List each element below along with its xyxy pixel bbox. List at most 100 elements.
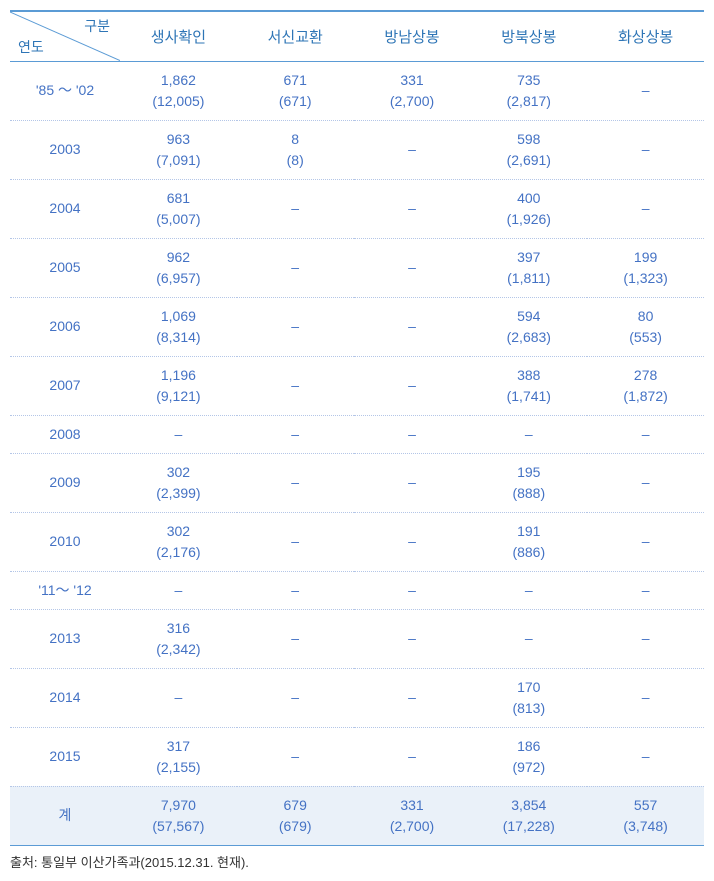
cell-main-value: 302: [124, 462, 233, 483]
table-cell-11-4: –: [587, 668, 704, 727]
header-diagonal: 구분 연도: [10, 11, 120, 61]
cell-dash: –: [642, 200, 650, 216]
table-row: 20061,069(8,314)––594(2,683)80(553): [10, 297, 704, 356]
cell-sub-value: (972): [474, 757, 583, 778]
cell-sub-value: (3,748): [591, 816, 700, 837]
table-cell-2-4: –: [587, 179, 704, 238]
cell-sub-value: (886): [474, 542, 583, 563]
table-cell-9-3: –: [470, 571, 587, 609]
cell-sub-value: (671): [241, 91, 350, 112]
year-cell: 2008: [10, 415, 120, 453]
cell-sub-value: (2,700): [358, 91, 467, 112]
cell-sub-value: (2,700): [358, 816, 467, 837]
table-cell-5-2: –: [354, 356, 471, 415]
table-cell-1-0: 963(7,091): [120, 120, 237, 179]
cell-sub-value: (7,091): [124, 150, 233, 171]
cell-main-value: 331: [358, 795, 467, 816]
cell-dash: –: [291, 426, 299, 442]
cell-main-value: 195: [474, 462, 583, 483]
table-cell-0-2: 331(2,700): [354, 61, 471, 120]
cell-dash: –: [408, 582, 416, 598]
cell-dash: –: [642, 82, 650, 98]
table-cell-total-3: 3,854(17,228): [470, 786, 587, 845]
cell-main-value: 331: [358, 70, 467, 91]
cell-dash: –: [175, 582, 183, 598]
table-cell-6-3: –: [470, 415, 587, 453]
table-cell-6-1: –: [237, 415, 354, 453]
cell-dash: –: [408, 426, 416, 442]
year-cell: '85 ～ '02: [10, 61, 120, 120]
table-cell-9-2: –: [354, 571, 471, 609]
table-header: 구분 연도 생사확인 서신교환 방남상봉 방북상봉 화상상봉: [10, 11, 704, 61]
cell-sub-value: (2,176): [124, 542, 233, 563]
data-table: 구분 연도 생사확인 서신교환 방남상봉 방북상봉 화상상봉 '85 ～ '02…: [10, 10, 704, 846]
year-cell: '11～ '12: [10, 571, 120, 609]
table-body: '85 ～ '021,862(12,005)671(671)331(2,700)…: [10, 61, 704, 845]
table-cell-0-3: 735(2,817): [470, 61, 587, 120]
cell-dash: –: [175, 426, 183, 442]
cell-main-value: 671: [241, 70, 350, 91]
table-row: 2008 – – – – –: [10, 415, 704, 453]
table-cell-0-4: –: [587, 61, 704, 120]
table-cell-6-0: –: [120, 415, 237, 453]
table-cell-total-2: 331(2,700): [354, 786, 471, 845]
cell-dash: –: [642, 533, 650, 549]
year-cell: 2005: [10, 238, 120, 297]
cell-dash: –: [525, 630, 533, 646]
cell-dash: –: [642, 630, 650, 646]
cell-main-value: 679: [241, 795, 350, 816]
table-row: 2010302(2,176)––191(886)–: [10, 512, 704, 571]
table-cell-6-4: –: [587, 415, 704, 453]
cell-sub-value: (12,005): [124, 91, 233, 112]
table-cell-1-1: 8(8): [237, 120, 354, 179]
cell-main-value: 963: [124, 129, 233, 150]
cell-sub-value: (2,683): [474, 327, 583, 348]
year-cell: 2007: [10, 356, 120, 415]
cell-dash: –: [291, 474, 299, 490]
cell-main-value: 735: [474, 70, 583, 91]
cell-main-value: 8: [241, 129, 350, 150]
cell-sub-value: (2,691): [474, 150, 583, 171]
table-cell-3-2: –: [354, 238, 471, 297]
cell-dash: –: [291, 200, 299, 216]
year-cell: 2010: [10, 512, 120, 571]
cell-main-value: 7,970: [124, 795, 233, 816]
table-cell-2-1: –: [237, 179, 354, 238]
cell-dash: –: [291, 318, 299, 334]
table-cell-total-1: 679(679): [237, 786, 354, 845]
cell-main-value: 388: [474, 365, 583, 386]
cell-dash: –: [642, 141, 650, 157]
table-cell-8-3: 191(886): [470, 512, 587, 571]
table-cell-1-3: 598(2,691): [470, 120, 587, 179]
cell-dash: –: [408, 748, 416, 764]
cell-main-value: 302: [124, 521, 233, 542]
cell-dash: –: [525, 582, 533, 598]
year-cell: 2004: [10, 179, 120, 238]
table-cell-0-0: 1,862(12,005): [120, 61, 237, 120]
cell-sub-value: (8,314): [124, 327, 233, 348]
table-cell-12-2: –: [354, 727, 471, 786]
table-row: '11～ '12–––––: [10, 571, 704, 609]
cell-main-value: 594: [474, 306, 583, 327]
cell-dash: –: [642, 689, 650, 705]
cell-dash: –: [408, 474, 416, 490]
table-cell-11-2: –: [354, 668, 471, 727]
table-cell-3-1: –: [237, 238, 354, 297]
table-row: 20071,196(9,121)––388(1,741)278(1,872): [10, 356, 704, 415]
cell-dash: –: [408, 141, 416, 157]
table-cell-9-0: –: [120, 571, 237, 609]
table-cell-1-2: –: [354, 120, 471, 179]
cell-sub-value: (2,399): [124, 483, 233, 504]
table-cell-1-4: –: [587, 120, 704, 179]
table-cell-4-0: 1,069(8,314): [120, 297, 237, 356]
cell-sub-value: (1,926): [474, 209, 583, 230]
year-cell: 2003: [10, 120, 120, 179]
cell-dash: –: [291, 748, 299, 764]
year-cell: 2013: [10, 609, 120, 668]
cell-sub-value: (2,817): [474, 91, 583, 112]
cell-dash: –: [408, 377, 416, 393]
table-cell-11-0: –: [120, 668, 237, 727]
cell-dash: –: [291, 689, 299, 705]
cell-dash: –: [525, 426, 533, 442]
cell-dash: –: [291, 377, 299, 393]
